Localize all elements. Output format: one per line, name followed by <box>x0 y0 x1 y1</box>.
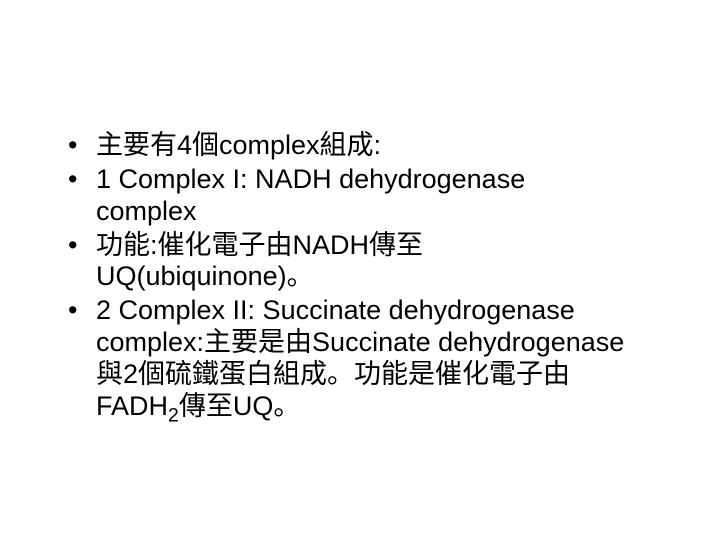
bullet-text: 功能:催化電子由NADH傳至UQ(ubiquinone)。 <box>96 230 423 292</box>
bullet-text: 1 Complex I: NADH dehydrogenase complex <box>96 164 525 226</box>
bullet-text-suffix: 傳至UQ。 <box>179 391 301 421</box>
list-item: 2 Complex II: Succinate dehydrogenase co… <box>64 295 630 422</box>
bullet-text: 主要有4個complex組成: <box>96 130 381 160</box>
list-item: 主要有4個complex組成: <box>64 130 630 162</box>
subscript: 2 <box>168 404 179 426</box>
bullet-list: 主要有4個complex組成: 1 Complex I: NADH dehydr… <box>64 130 630 423</box>
bullet-text-prefix: 2 Complex II: Succinate dehydrogenase co… <box>96 295 624 421</box>
list-item: 功能:催化電子由NADH傳至UQ(ubiquinone)。 <box>64 230 630 294</box>
slide-content: 主要有4個complex組成: 1 Complex I: NADH dehydr… <box>0 0 720 423</box>
list-item: 1 Complex I: NADH dehydrogenase complex <box>64 164 630 228</box>
